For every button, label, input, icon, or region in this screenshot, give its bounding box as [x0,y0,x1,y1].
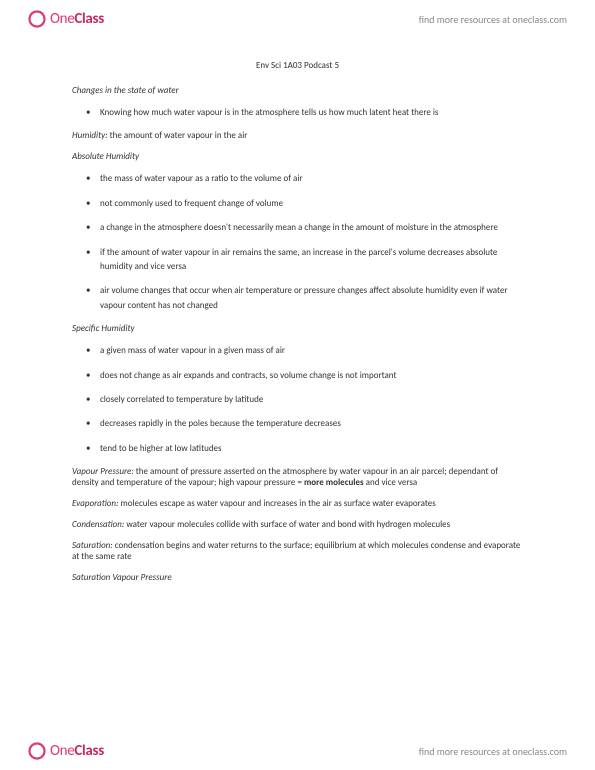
list-item: a given mass of water vapour in a given … [100,344,523,358]
definition: Humidity: the amount of water vapour in … [72,130,523,141]
def-text: molecules escape as water vapour and inc… [118,498,435,509]
definition: Saturation: condensation begins and wate… [72,540,523,562]
list-item: the mass of water vapour as a ratio to t… [100,172,523,186]
logo: OneClass [28,10,104,28]
logo-icon [28,742,46,760]
page-footer: OneClass find more resources at oneclass… [0,732,595,770]
def-text: water vapour molecules collide with surf… [124,519,450,530]
term: Condensation: [72,519,124,530]
term: Vapour Pressure: [72,466,134,477]
bullet-list: a given mass of water vapour in a given … [72,344,523,456]
bullet-list: the mass of water vapour as a ratio to t… [72,172,523,313]
def-text: and vice versa [364,477,418,488]
term: Saturation: [72,540,113,551]
definition: Vapour Pressure: the amount of pressure … [72,466,523,488]
list-item: does not change as air expands and contr… [100,369,523,383]
definition: Condensation: water vapour molecules col… [72,519,523,530]
logo-text: OneClass [50,10,104,28]
logo: OneClass [28,742,104,760]
term: Humidity: [72,130,108,141]
term: Evaporation: [72,498,118,509]
section-heading: Changes in the state of water [72,85,523,96]
list-item: Knowing how much water vapour is in the … [100,106,523,120]
section-heading: Specific Humidity [72,323,523,334]
list-item: closely correlated to temperature by lat… [100,393,523,407]
list-item: tend to be higher at low latitudes [100,442,523,456]
bold-text: more molecules [304,477,364,488]
page-title: Env Sci 1A03 Podcast 5 [72,60,523,71]
section-heading: Absolute Humidity [72,151,523,162]
footer-link[interactable]: find more resources at oneclass.com [419,745,567,758]
list-item: if the amount of water vapour in air rem… [100,246,523,275]
list-item: decreases rapidly in the poles because t… [100,417,523,431]
list-item: a change in the atmosphere doesn't neces… [100,221,523,235]
def-text: the amount of water vapour in the air [108,130,248,141]
document-body: Env Sci 1A03 Podcast 5 Changes in the st… [72,60,523,710]
def-text: condensation begins and water returns to… [72,540,520,562]
definition: Evaporation: molecules escape as water v… [72,498,523,509]
header-link[interactable]: find more resources at oneclass.com [419,13,567,26]
bullet-list: Knowing how much water vapour is in the … [72,106,523,120]
section-heading: Saturation Vapour Pressure [72,572,523,583]
logo-text: OneClass [50,742,104,760]
def-text: the amount of pressure asserted on the a… [72,466,498,488]
list-item: not commonly used to frequent change of … [100,197,523,211]
page-header: OneClass find more resources at oneclass… [0,0,595,38]
list-item: air volume changes that occur when air t… [100,284,523,313]
logo-icon [28,10,46,28]
